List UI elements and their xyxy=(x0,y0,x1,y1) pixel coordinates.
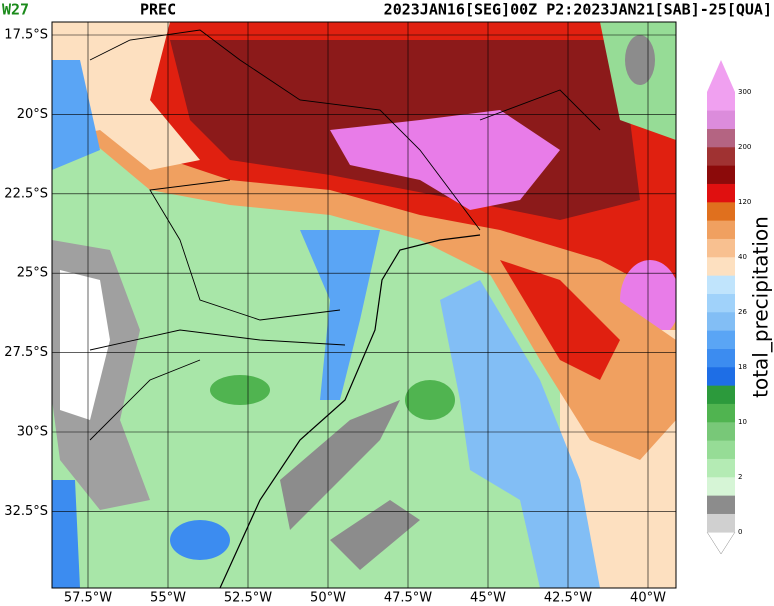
colorbar-segment xyxy=(707,513,735,533)
colorbar-segment xyxy=(707,495,735,514)
colorbar-tick-label: 40 xyxy=(738,253,747,261)
title: 2023JAN16[SEG]00Z P2:2023JAN21[SAB]-25[Q… xyxy=(384,1,772,19)
colorbar-segment xyxy=(707,422,735,441)
lon-label: 55°W xyxy=(150,591,186,606)
colorbar-segment xyxy=(707,183,735,203)
colorbar-segment xyxy=(707,477,735,496)
colorbar-segment xyxy=(707,458,735,478)
colorbar-end xyxy=(706,531,736,555)
colorbar-segment xyxy=(707,202,735,221)
colorbar-tick-label: 2 xyxy=(738,473,742,481)
lon-label: 57.5°W xyxy=(64,591,112,606)
colorbar-segment xyxy=(707,128,735,148)
colorbar-segment xyxy=(707,257,735,276)
variable-label: PREC xyxy=(140,1,176,19)
colorbar-segment xyxy=(707,238,735,258)
colorbar-segment xyxy=(707,220,735,239)
lon-label: 42.5°W xyxy=(544,591,592,606)
colorbar-label: total_precipitation xyxy=(749,216,773,398)
map-field xyxy=(52,22,676,588)
panel-label: W27 xyxy=(2,1,29,19)
colorbar-tick-label: 10 xyxy=(738,418,747,426)
colorbar-segment xyxy=(707,440,735,459)
lat-label: 27.5°S xyxy=(4,345,48,360)
colorbar-segment xyxy=(707,293,735,313)
lat-label: 30°S xyxy=(17,425,48,440)
colorbar-segment xyxy=(707,165,735,184)
colorbar-end xyxy=(707,60,735,92)
lon-label: 50°W xyxy=(310,591,346,606)
colorbar-tick-label: 18 xyxy=(738,363,747,371)
lon-label: 40°W xyxy=(630,591,666,606)
graticule xyxy=(52,22,676,588)
colorbar-tick-label: 0 xyxy=(738,528,742,536)
colorbar-tick-label: 200 xyxy=(738,143,751,151)
colorbar-segment xyxy=(707,312,735,331)
lat-label: 20°S xyxy=(17,107,48,122)
lat-label: 22.5°S xyxy=(4,186,48,201)
lon-label: 47.5°W xyxy=(384,591,432,606)
colorbar-segment xyxy=(707,367,735,386)
colorbar-tick-label: 300 xyxy=(738,88,751,96)
colorbar-tick-label: 26 xyxy=(738,308,747,316)
colorbar-segment xyxy=(707,330,735,349)
colorbar-segment xyxy=(707,385,735,404)
colorbar-segment xyxy=(707,110,735,129)
lon-label: 52.5°W xyxy=(224,591,272,606)
map-frame xyxy=(51,21,677,589)
colorbar-segment xyxy=(707,403,735,423)
colorbar-segment xyxy=(707,92,735,111)
lat-label: 25°S xyxy=(17,266,48,281)
lon-label: 45°W xyxy=(470,591,506,606)
lat-label: 17.5°S xyxy=(4,28,48,43)
colorbar-segment xyxy=(707,348,735,368)
lat-label: 32.5°S xyxy=(4,504,48,519)
colorbar-segment xyxy=(707,275,735,294)
colorbar: 0 2 10 18 26 40 120 200 300 xyxy=(706,60,751,555)
colorbar-segment xyxy=(707,147,735,166)
colorbar-tick-label: 120 xyxy=(738,198,751,206)
